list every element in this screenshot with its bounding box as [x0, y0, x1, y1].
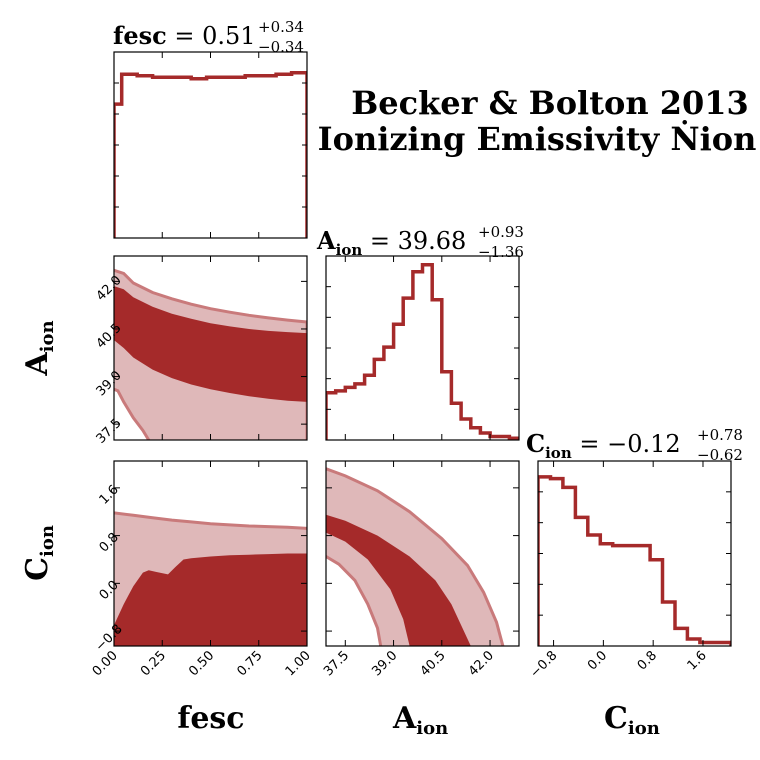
title-fesc-minus: −0.34: [258, 38, 304, 56]
xlabel-cion-sub: ion: [628, 718, 660, 739]
svg-text:Cion: Cion: [20, 525, 58, 581]
fesc-cion-xtick-label: 0.25: [138, 648, 169, 679]
svg-text:fesc = 0.51: fesc = 0.51: [113, 21, 256, 50]
ylabel-aion: Aion: [20, 320, 58, 376]
fesc-1d-plot-area: [114, 71, 307, 238]
title-aion-minus: −1.36: [478, 243, 524, 261]
cion-1d-xtick-label: −0.8: [527, 648, 560, 681]
fesc-aion-inner-region: [114, 286, 307, 402]
title-fesc-label: fesc: [113, 21, 167, 50]
xlabel-aion-main: A: [392, 701, 417, 736]
aion-1d-frame: [325, 255, 520, 441]
title-aion-label: A: [316, 226, 336, 255]
xlabel-fesc: fesc: [177, 701, 244, 736]
fesc-cion-ytick-label: 1.6: [97, 482, 122, 507]
title-cion-label: C: [526, 429, 545, 458]
fesc-1d-histogram-line: [114, 71, 307, 238]
Aion-Cion-plot-area: [326, 467, 505, 646]
title-aion-plus: +0.93: [478, 223, 524, 241]
ylabel-cion-sub: ion: [37, 525, 58, 557]
Aion-1d-plot-area: [326, 263, 519, 440]
cion-1d-xtick-label: 0.8: [635, 648, 660, 673]
ylabel-cion: Cion: [20, 525, 58, 581]
xlabel-aion-sub: ion: [416, 718, 448, 739]
svg-text:Aion = 39.68: Aion = 39.68: [316, 226, 466, 259]
fesc-cion-xtick-label: 0.50: [186, 648, 217, 679]
fesc-Aion-plot-area: [114, 268, 307, 440]
title-cion-median: −0.12: [607, 430, 681, 458]
figure-title-line2: Ionizing Emissivity Ṅion: [318, 120, 757, 158]
aion-cion-inner-region: [326, 514, 471, 646]
fesc-aion-ytick-label: 37.5: [94, 416, 125, 447]
svg-text:Aion: Aion: [392, 701, 448, 739]
title-aion: Aion = 39.68 +0.93 −1.36: [316, 223, 524, 261]
fesc-1d-frame: [113, 51, 308, 239]
title-fesc-plus: +0.34: [258, 18, 304, 36]
svg-text:Aion: Aion: [20, 320, 58, 376]
fesc-cion-xtick-label: 0.00: [90, 648, 121, 679]
ylabel-cion-main: C: [20, 557, 55, 581]
Cion-1d-histogram-line: [538, 475, 731, 646]
cion-1d-xtick-label: 0.0: [585, 648, 610, 673]
ylabel-aion-main: A: [20, 352, 55, 377]
fesc-Cion-plot-area: [114, 511, 307, 646]
fesc-cion-xtick-label: 1.00: [283, 648, 314, 679]
aion-cion-outer-region: [326, 467, 505, 646]
title-cion-plus: +0.78: [697, 426, 743, 444]
aion-cion-xtick-label: 39.0: [369, 648, 400, 679]
cion-1d-xtick-label: 1.6: [685, 648, 710, 673]
title-cion-sub: ion: [545, 444, 572, 462]
fesc-cion-xtick-label: 0.75: [234, 648, 265, 679]
aion-cion-frame: [325, 460, 520, 647]
figure-title-line1: Becker & Bolton 2013: [351, 84, 749, 122]
title-cion-minus: −0.62: [697, 446, 743, 464]
Cion-1d-plot-area: [538, 475, 731, 646]
svg-text:Cion: Cion: [604, 701, 660, 739]
aion-cion-xtick-label: 37.5: [321, 648, 352, 679]
svg-text:Cion = −0.12: Cion = −0.12: [526, 429, 681, 462]
title-aion-sub: ion: [336, 241, 363, 259]
aion-cion-xtick-label: 40.5: [418, 648, 449, 679]
aion-cion-xtick-label: 42.0: [466, 648, 497, 679]
Aion-1d-histogram-line: [326, 263, 519, 440]
title-aion-median: 39.68: [398, 227, 467, 255]
xlabel-cion-main: C: [604, 701, 628, 736]
xlabel-aion: Aion: [392, 701, 448, 739]
fesc-cion-inner-region: [114, 553, 307, 646]
ylabel-aion-sub: ion: [37, 320, 58, 352]
xlabel-cion: Cion: [604, 701, 660, 739]
title-fesc: fesc = 0.51 +0.34 −0.34: [113, 18, 304, 56]
title-cion: Cion = −0.12 +0.78 −0.62: [526, 426, 743, 464]
title-fesc-median: 0.51: [202, 22, 255, 50]
